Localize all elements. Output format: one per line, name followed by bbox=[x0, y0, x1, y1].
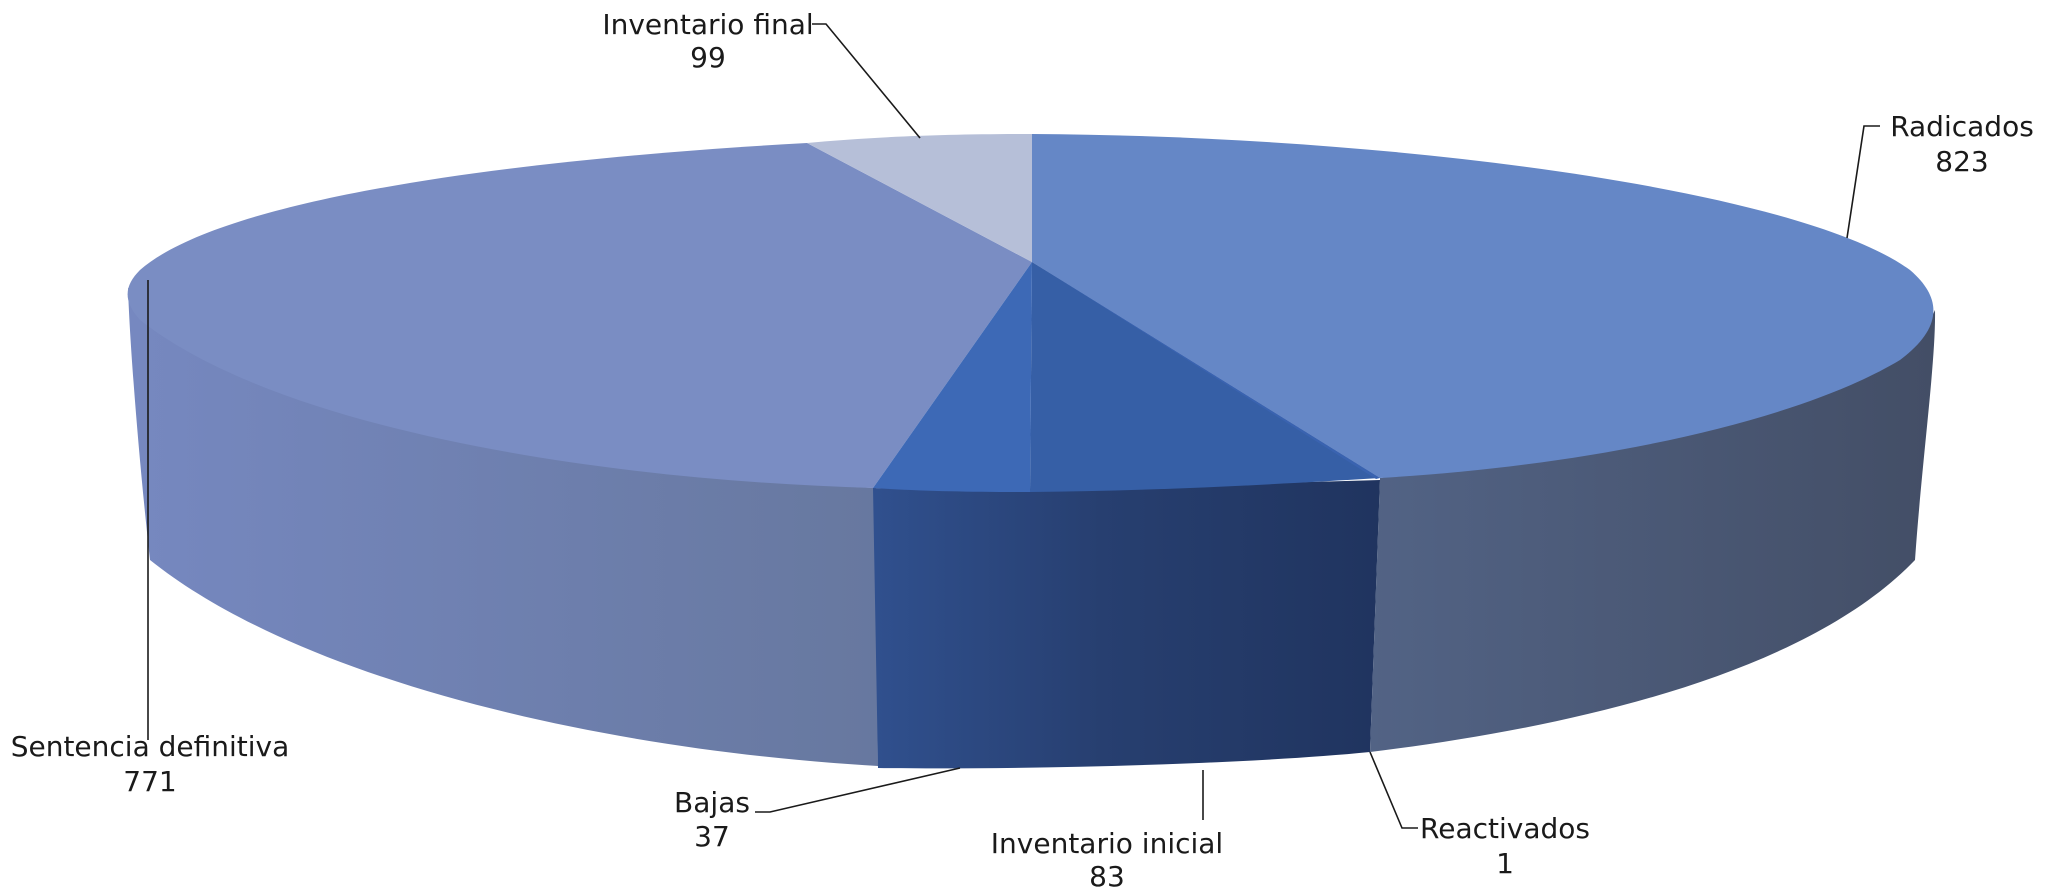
pie-sides bbox=[128, 288, 1936, 769]
slice-inventario-final bbox=[807, 134, 1032, 262]
label-inventario-inicial: Inventario inicial bbox=[991, 827, 1223, 860]
value-bajas: 37 bbox=[694, 820, 730, 853]
label-bajas: Bajas bbox=[674, 786, 750, 819]
value-inventario-final: 99 bbox=[690, 41, 726, 74]
slice-bajas bbox=[873, 262, 1032, 492]
side-radicados bbox=[1370, 310, 1936, 752]
value-sentencia-definitiva: 771 bbox=[123, 765, 176, 798]
data-labels: Inventario final 99 Radicados 823 Senten… bbox=[11, 8, 2034, 888]
side-bajas-inventario-inicial bbox=[873, 480, 1380, 769]
leader-bajas bbox=[755, 767, 961, 813]
label-radicados: Radicados bbox=[1890, 110, 2034, 143]
value-inventario-inicial: 83 bbox=[1089, 860, 1125, 888]
leader-radicados bbox=[1846, 125, 1880, 239]
slice-radicados bbox=[1032, 134, 1934, 478]
leader-reactivados bbox=[1369, 751, 1418, 829]
label-reactivados: Reactivados bbox=[1420, 812, 1590, 845]
slice-reactivados bbox=[1032, 262, 1380, 479]
slice-sentencia-definitiva bbox=[127, 143, 1032, 488]
label-sentencia-definitiva: Sentencia definitiva bbox=[11, 730, 290, 763]
pie-top bbox=[127, 134, 1934, 492]
value-radicados: 823 bbox=[1935, 145, 1988, 178]
leader-inventario-final bbox=[812, 23, 921, 139]
slice-inventario-inicial bbox=[1030, 262, 1380, 492]
value-reactivados: 1 bbox=[1496, 847, 1514, 880]
leader-lines bbox=[147, 23, 1880, 829]
side-sentencia-definitiva bbox=[128, 288, 878, 766]
label-inventario-final: Inventario final bbox=[602, 8, 813, 41]
